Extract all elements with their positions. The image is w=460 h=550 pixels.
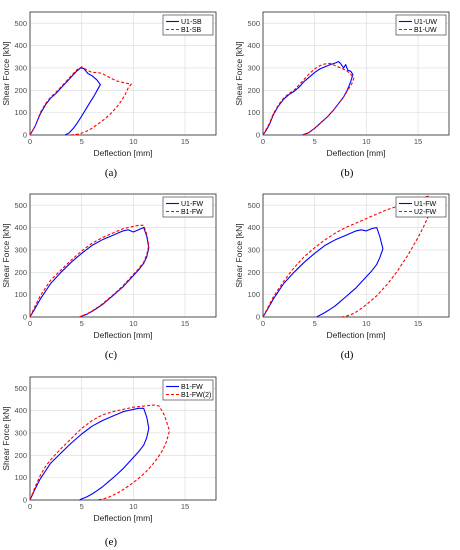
x-tick-label: 15 xyxy=(181,319,189,328)
y-tick-label: 300 xyxy=(14,429,27,438)
y-tick-label: 0 xyxy=(256,131,260,140)
y-tick-label: 500 xyxy=(14,201,27,210)
legend-entry: B1-UW xyxy=(414,27,437,34)
x-axis-label: Deflection [mm] xyxy=(326,330,385,340)
y-tick-label: 200 xyxy=(14,268,27,277)
x-tick-label: 5 xyxy=(80,137,84,146)
x-axis-label: Deflection [mm] xyxy=(93,148,152,158)
legend-entry: U1-FW xyxy=(181,201,204,208)
y-axis-label: Shear Force [kN] xyxy=(234,223,244,287)
axes-box xyxy=(29,193,217,318)
x-axis-label: Deflection [mm] xyxy=(93,513,152,523)
legend-box xyxy=(162,196,214,218)
y-axis-label: Shear Force [kN] xyxy=(1,41,11,105)
y-tick-label: 0 xyxy=(256,313,260,322)
figure-caption: (d) xyxy=(341,349,354,361)
y-tick-label: 0 xyxy=(23,313,27,322)
x-tick-label: 10 xyxy=(129,319,137,328)
x-axis-label: Deflection [mm] xyxy=(326,148,385,158)
y-axis-label: Shear Force [kN] xyxy=(234,41,244,105)
chart-panel: 0 5 10 15 0 100 200 300 400 500 Deflection [mm] She… xyxy=(234,193,450,361)
chart-panel: 0 5 10 15 0 100 200 300 400 500 Deflection [mm] She… xyxy=(1,11,217,179)
y-tick-label: 200 xyxy=(247,86,260,95)
x-tick-label: 0 xyxy=(261,137,265,146)
y-tick-label: 400 xyxy=(14,41,27,50)
y-tick-label: 200 xyxy=(247,268,260,277)
x-tick-label: 15 xyxy=(414,137,422,146)
y-tick-label: 300 xyxy=(247,64,260,73)
chart-panel: 0 5 10 15 0 100 200 300 400 500 Deflection [mm] She… xyxy=(234,11,450,179)
y-tick-label: 100 xyxy=(14,290,27,299)
y-axis-label: Shear Force [kN] xyxy=(1,406,11,470)
y-tick-label: 200 xyxy=(14,451,27,460)
figure-caption: (c) xyxy=(105,349,118,361)
x-tick-label: 0 xyxy=(28,502,32,511)
series-line-u1-sb xyxy=(29,67,101,136)
series-line-u1-fw xyxy=(29,226,150,318)
chart-panel: 0 5 10 15 0 100 200 300 400 500 Deflection [mm] She… xyxy=(1,193,217,361)
x-tick-label: 5 xyxy=(80,502,84,511)
axes-box xyxy=(262,193,450,318)
series-line-u1-fw xyxy=(262,226,384,318)
legend-box xyxy=(395,14,447,36)
x-tick-label: 0 xyxy=(28,319,32,328)
x-tick-label: 10 xyxy=(129,502,137,511)
axes-box xyxy=(262,11,450,136)
series-line-b1-fw xyxy=(29,407,150,501)
legend-entry: U1-UW xyxy=(414,19,437,26)
y-tick-label: 300 xyxy=(14,246,27,255)
x-tick-label: 15 xyxy=(414,319,422,328)
series-line-b1-fw-2- xyxy=(29,404,171,501)
figure-caption: (e) xyxy=(105,536,118,548)
legend-box xyxy=(162,14,214,36)
y-tick-label: 100 xyxy=(14,473,27,482)
figure-caption: (a) xyxy=(105,167,118,179)
y-tick-label: 300 xyxy=(14,64,27,73)
chart-panel: 0 5 10 15 0 100 200 300 400 500 Deflection [mm] She… xyxy=(1,376,217,548)
legend-box xyxy=(162,379,214,401)
y-tick-label: 500 xyxy=(14,384,27,393)
series-line-b1-sb xyxy=(29,66,132,136)
y-tick-label: 0 xyxy=(23,496,27,505)
x-tick-label: 5 xyxy=(313,319,317,328)
y-tick-label: 300 xyxy=(247,246,260,255)
y-tick-label: 500 xyxy=(14,19,27,28)
x-axis-label: Deflection [mm] xyxy=(93,330,152,340)
series-line-b1-fw xyxy=(29,224,150,318)
legend-entry: U1-FW xyxy=(414,201,437,208)
x-tick-label: 10 xyxy=(362,319,370,328)
legend-entry: B1-FW xyxy=(181,209,203,216)
legend-entry: U2-FW xyxy=(414,209,437,216)
y-tick-label: 500 xyxy=(247,19,260,28)
y-axis-label: Shear Force [kN] xyxy=(1,223,11,287)
series-line-b1-uw xyxy=(262,62,355,136)
y-tick-label: 100 xyxy=(247,290,260,299)
figure-caption: (b) xyxy=(341,167,354,179)
x-tick-label: 5 xyxy=(313,137,317,146)
y-tick-label: 400 xyxy=(14,406,27,415)
x-tick-label: 10 xyxy=(129,137,137,146)
x-tick-label: 5 xyxy=(80,319,84,328)
x-tick-label: 15 xyxy=(181,137,189,146)
x-tick-label: 10 xyxy=(362,137,370,146)
legend-entry: B1-FW(2) xyxy=(181,392,211,399)
legend-entry: B1-SB xyxy=(181,27,202,34)
y-tick-label: 500 xyxy=(247,201,260,210)
x-tick-label: 0 xyxy=(28,137,32,146)
y-tick-label: 400 xyxy=(14,223,27,232)
legend-box xyxy=(395,196,447,218)
y-tick-label: 100 xyxy=(14,108,27,117)
y-tick-label: 200 xyxy=(14,86,27,95)
axes-box xyxy=(29,11,217,136)
x-tick-label: 15 xyxy=(181,502,189,511)
y-tick-label: 0 xyxy=(23,131,27,140)
legend-entry: B1-FW xyxy=(181,384,203,391)
x-tick-label: 0 xyxy=(261,319,265,328)
legend-entry: U1-SB xyxy=(181,19,202,26)
axes-box xyxy=(29,376,217,501)
y-tick-label: 100 xyxy=(247,108,260,117)
y-tick-label: 400 xyxy=(247,223,260,232)
y-tick-label: 400 xyxy=(247,41,260,50)
